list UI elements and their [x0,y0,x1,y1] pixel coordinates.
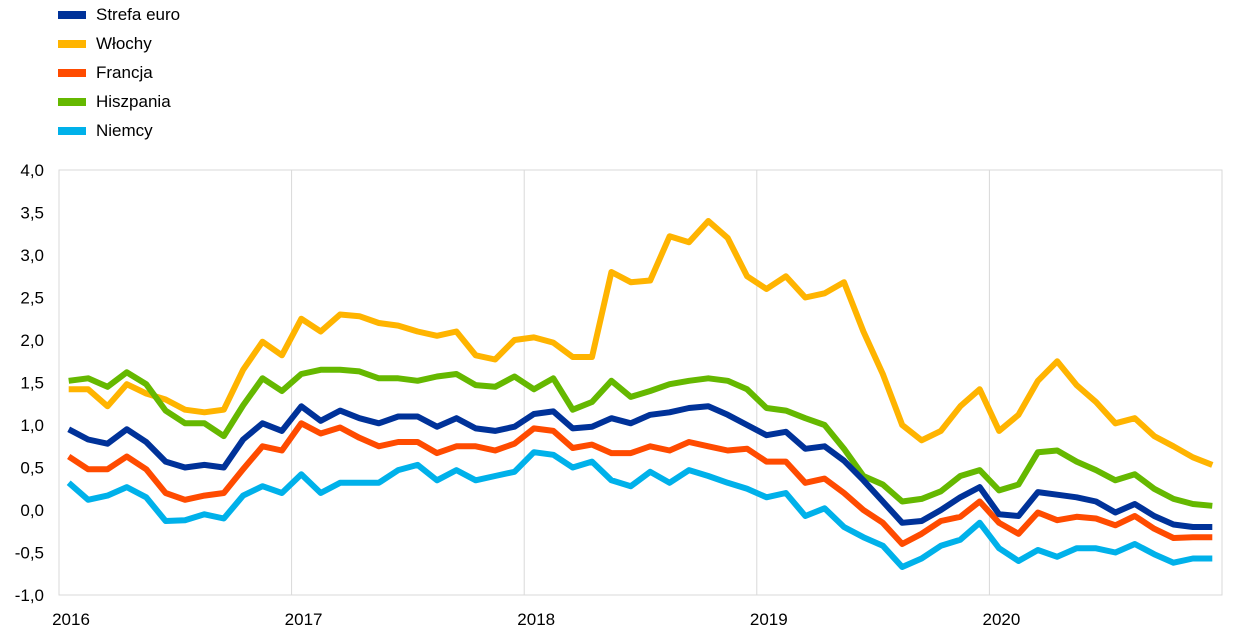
legend-item: Hiszpania [58,87,180,116]
series-line-strefa-euro [67,403,1213,530]
legend-swatch [58,10,86,19]
y-tick-label: 2,0 [20,331,44,350]
gridlines [291,170,990,595]
x-tick-label: 2017 [285,610,323,629]
y-tick-label: 1,0 [20,416,44,435]
legend-item: Włochy [58,29,180,58]
y-tick-label: -0,5 [15,544,44,563]
series-line-niemcy [66,449,1213,570]
x-tick-label: 2018 [517,610,555,629]
series-line-hiszpania [68,366,1213,509]
legend-swatch [58,68,86,77]
y-tick-label: 3,5 [20,204,44,223]
series-layer [66,218,1214,570]
y-tick-label: 3,0 [20,246,44,265]
y-tick-label: 2,5 [20,289,44,308]
legend-item: Strefa euro [58,0,180,29]
y-tick-label: 0,5 [20,459,44,478]
x-tick-label: 2020 [982,610,1020,629]
y-axis-ticks: 4,0 3,5 3,0 2,5 2,0 1,5 1,0 0,5 0,0 -0,5 -1,0 [15,161,44,605]
y-tick-label: -1,0 [15,586,44,605]
legend-swatch [58,39,86,48]
legend-swatch [58,97,86,106]
legend: Strefa euro Włochy Francja Hiszpania Niemcy [58,0,180,145]
legend-label: Francja [96,62,153,82]
x-tick-label: 2019 [750,610,788,629]
y-tick-label: 1,5 [20,374,44,393]
legend-label: Niemcy [96,120,153,140]
legend-label: Włochy [96,33,152,53]
series-line-włochy [68,218,1214,468]
legend-item: Francja [58,58,180,87]
x-axis-ticks: 2016 2017 2018 2019 2020 [52,610,1020,629]
legend-label: Hiszpania [96,91,171,111]
x-tick-label: 2016 [52,610,90,629]
legend-swatch [58,126,86,135]
legend-label: Strefa euro [96,4,181,24]
y-tick-label: 0,0 [20,501,44,520]
plot-area-frame [58,169,1223,596]
series-line-francja [67,420,1213,547]
legend-item: Niemcy [58,116,180,145]
y-tick-label: 4,0 [20,161,44,180]
